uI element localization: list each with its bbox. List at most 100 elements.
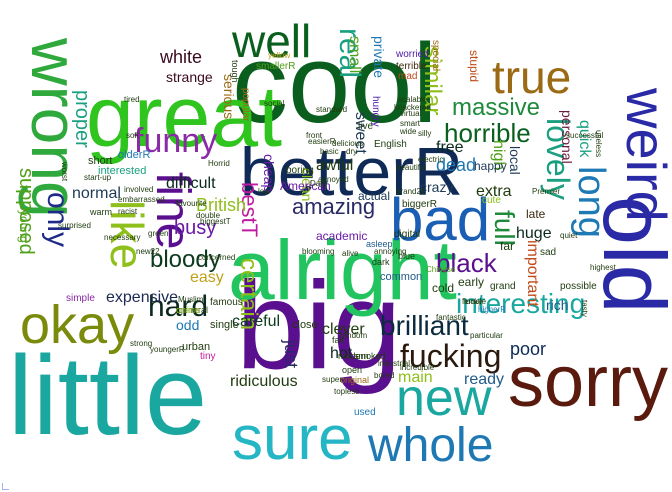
word-female: female: [462, 297, 487, 306]
word-famous: famous: [210, 297, 243, 308]
word-incredible: incredible: [400, 363, 435, 372]
word-random: random: [340, 331, 368, 340]
word-tiny: tiny: [200, 351, 216, 362]
word-crazy: crazy: [420, 179, 454, 195]
word-double: double: [196, 211, 221, 220]
word-silly: silly: [418, 129, 432, 138]
word-popular: popular: [240, 88, 251, 122]
word-front: front: [306, 131, 323, 140]
word-just: just: [281, 340, 301, 369]
word-scalable: scalable: [398, 95, 428, 104]
word-big: big: [236, 257, 402, 395]
word-successful: successful: [566, 131, 604, 140]
word-hot: hot: [330, 345, 353, 362]
word-annoying: annoying: [374, 247, 407, 256]
word-free: free: [436, 139, 464, 156]
word-great: great: [86, 69, 283, 165]
word-stupid: stupid: [467, 50, 481, 83]
word-bad: bad: [390, 186, 491, 253]
word-single: single: [210, 319, 239, 331]
word-fantastic: fantastic: [436, 313, 466, 322]
word-tired: tired: [124, 95, 140, 104]
word-quiet: quiet: [560, 231, 578, 240]
word-interested: interested: [98, 165, 147, 177]
word-embarrassed: embarrassed: [118, 195, 165, 204]
word-mad: mad: [398, 71, 418, 82]
word-highest: highest: [590, 263, 616, 272]
word-actual: actual: [358, 189, 391, 203]
word-local: local: [507, 146, 523, 175]
word-easy: easy: [190, 269, 224, 286]
word-white: white: [160, 47, 203, 67]
word-only: only: [41, 192, 74, 248]
word-basic: basic: [320, 147, 339, 156]
word-sorry: sorry: [508, 342, 668, 422]
word-new22: new22: [136, 247, 160, 256]
word-massive: massive: [452, 94, 541, 121]
word-simple: simple: [66, 293, 95, 304]
word-worst: worst: [60, 162, 69, 182]
word-happy: happy: [474, 159, 507, 173]
word-extra: extra: [476, 183, 512, 200]
word-private: private: [371, 36, 387, 79]
word-biggerR: biggerR: [402, 199, 438, 210]
word-youngerR: youngerR: [150, 345, 185, 354]
word-concerned: concerned: [198, 253, 236, 262]
word-particular: particular: [470, 331, 503, 340]
word-annoyed: annoyed: [318, 175, 349, 184]
word-open: open: [342, 365, 363, 375]
word-amazing: amazing: [292, 194, 376, 219]
word-wide: wide: [400, 127, 417, 136]
word-soft: soft: [126, 131, 139, 140]
word-original: original: [340, 375, 370, 385]
word-British: British: [196, 195, 247, 215]
word-topless: topless: [334, 387, 360, 396]
word-poor: poor: [510, 339, 547, 359]
word-close: close: [292, 319, 318, 331]
word-odd: odd: [176, 317, 200, 333]
word-social: social: [264, 99, 285, 108]
word-rich: rich: [546, 297, 569, 313]
word-huge: huge: [516, 225, 552, 242]
word-short: short: [88, 155, 113, 167]
word-easierR: easierR: [308, 137, 336, 146]
word-brilliant: brilliant: [380, 310, 469, 341]
word-early: early: [458, 275, 485, 289]
word-true: true: [492, 51, 572, 103]
word-strange: strange: [166, 69, 213, 85]
word-important: important: [524, 240, 541, 307]
word-racist: racist: [118, 207, 138, 216]
word-proper: proper: [71, 90, 93, 148]
word-tough: tough: [230, 60, 240, 83]
word-English: English: [374, 139, 407, 150]
word-funny: funny: [134, 122, 218, 160]
word-terrible: terrible: [396, 61, 427, 72]
word-new: new: [396, 369, 492, 427]
word-ridiculous: ridiculous: [230, 373, 298, 390]
word-industrial: industrial: [378, 359, 411, 368]
word-dead: dead: [436, 155, 477, 175]
word-lucky: lucky: [464, 297, 483, 306]
word-clever: clever: [322, 321, 365, 338]
word-electric: electric: [418, 155, 444, 164]
word-olderR: olderR: [118, 149, 151, 161]
word-online: online: [176, 305, 201, 315]
word-used: used: [354, 407, 376, 418]
word-late: late: [526, 207, 546, 221]
word-start-up: start-up: [84, 173, 112, 182]
word-tasty: tasty: [580, 300, 589, 317]
word-beautiful: beautiful: [396, 163, 427, 172]
word-urban: urban: [182, 341, 211, 353]
word-sure: sure: [232, 404, 353, 473]
word-Chinese: Chinese: [426, 265, 456, 274]
word-bloody: bloody: [150, 246, 221, 273]
word-busy: busy: [174, 217, 217, 239]
word-biggestT: biggestT: [200, 217, 231, 226]
word-modern: modern: [338, 351, 369, 361]
word-digital: digital: [394, 229, 421, 240]
word-low: low: [258, 187, 271, 196]
word-expensive: expensive: [106, 289, 179, 306]
word-favourite: favourite: [176, 199, 207, 208]
word-knackered: knackered: [394, 103, 431, 112]
